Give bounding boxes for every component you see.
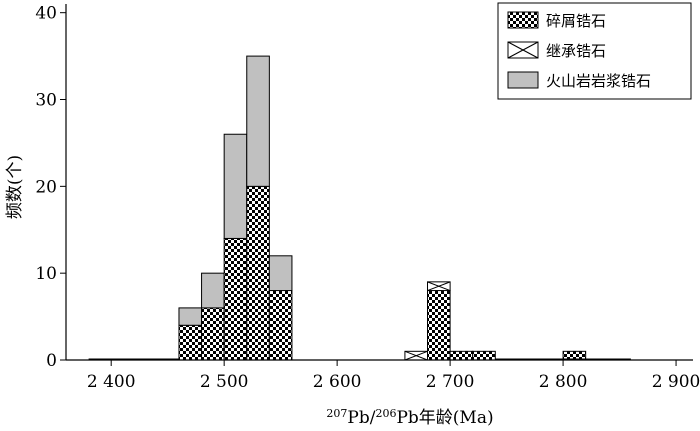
x-tick-label-3: 2 700 — [426, 372, 475, 392]
bar-cross-line-b-6 — [427, 281, 451, 292]
ticks-layer: 2 400 2 500 2 600 2 700 2 800 2 900 0 10 20 30 40 — [35, 4, 700, 392]
legend-label-magmatic: 火山岩岩浆锆石 — [546, 72, 651, 90]
bar-solid-1 — [201, 272, 225, 309]
bar-cross-line-b-5 — [404, 350, 428, 361]
bar-checker-4 — [268, 290, 293, 361]
x-tick-label-2: 2 600 — [313, 372, 362, 392]
x-tick-label-0: 2 400 — [87, 372, 136, 392]
legend-swatch-detrital — [507, 11, 539, 29]
bar-checker-2 — [223, 237, 248, 361]
legend-label-inherited: 继承锆石 — [546, 42, 606, 60]
bar-checker-3 — [246, 185, 270, 361]
x-axis-title-part-1: Pb/ — [347, 408, 375, 428]
legend-swatch-magmatic — [507, 71, 539, 89]
y-tick-label-1: 10 — [35, 264, 57, 284]
bar-solid-2 — [223, 133, 248, 239]
legend-label-detrital: 碎屑锆石 — [546, 12, 606, 30]
x-axis-title-part-3: Pb年龄(Ma) — [396, 408, 493, 428]
bar-solid-4 — [268, 255, 293, 292]
legend-swatch-inherited — [507, 41, 539, 59]
bar-checker-6 — [427, 290, 451, 361]
bar-checker-7 — [449, 350, 474, 361]
x-axis-title-part-2: 206 — [375, 407, 396, 420]
x-tick-label-1: 2 500 — [200, 372, 249, 392]
bar-checker-0 — [178, 324, 203, 361]
bar-solid-0 — [178, 307, 203, 326]
y-tick-label-3: 30 — [35, 91, 57, 111]
bars-layer — [88, 55, 631, 361]
x-tick-label-5: 2 900 — [652, 372, 700, 392]
x-tick-label-4: 2 800 — [539, 372, 588, 392]
bar-checker-8 — [472, 350, 496, 361]
axes-layer — [65, 4, 693, 361]
y-tick-label-4: 40 — [35, 4, 57, 24]
x-axis-title-part-0: 207 — [326, 407, 347, 420]
bar-checker-1 — [201, 307, 225, 361]
x-axis-title: 207Pb/206Pb年龄(Ma) — [326, 407, 493, 429]
y-tick-label-0: 0 — [46, 351, 57, 371]
legend: 碎屑锆石 继承锆石 火山岩岩浆锆石 — [497, 2, 692, 100]
y-tick-label-2: 20 — [35, 177, 57, 197]
bar-solid-3 — [246, 55, 270, 187]
y-axis-title: 频数(个) — [5, 155, 25, 219]
